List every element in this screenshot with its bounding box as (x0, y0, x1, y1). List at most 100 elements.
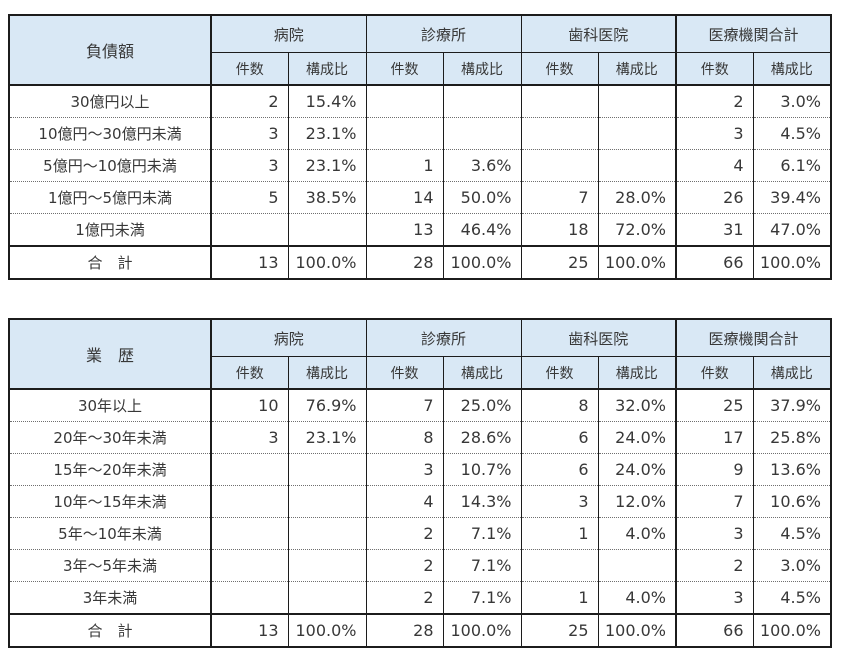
ratio-cell: 100.0% (287, 613, 367, 648)
ratio-cell: 100.0% (442, 245, 522, 280)
count-cell: 1 (520, 581, 599, 615)
group-header-row: 負債額 病院 診療所 歯科医院 医療機関合計 (8, 14, 832, 86)
ratio-cell: 25.8% (752, 421, 832, 454)
count-cell: 6 (520, 421, 599, 454)
count-cell (365, 84, 444, 118)
group-header-hospital: 病院 (210, 14, 367, 53)
count-cell: 4 (365, 485, 444, 518)
count-cell: 7 (675, 485, 754, 518)
count-cell: 28 (365, 613, 444, 648)
subheader-ratio: 構成比 (752, 356, 832, 390)
ratio-cell: 24.0% (597, 421, 677, 454)
count-cell (210, 581, 289, 615)
row-label: 3年～5年未満 (8, 549, 212, 582)
ratio-cell (597, 549, 677, 582)
ratio-cell (287, 485, 367, 518)
count-cell: 3 (675, 581, 754, 615)
count-cell (210, 549, 289, 582)
ratio-cell: 39.4% (752, 181, 832, 214)
ratio-cell: 14.3% (442, 485, 522, 518)
table-row: 20年～30年未満 3 23.1% 8 28.6% 6 24.0% 17 25.8% (8, 421, 832, 454)
count-cell (365, 117, 444, 150)
count-cell (210, 517, 289, 550)
row-label: 3年未満 (8, 581, 212, 615)
subheader-ratio: 構成比 (597, 356, 677, 390)
ratio-cell: 7.1% (442, 517, 522, 550)
debt-table-header: 負債額 病院 診療所 歯科医院 医療機関合計 件数 構成比 件数 構成比 件数 … (8, 14, 832, 86)
subheader-count: 件数 (365, 52, 444, 86)
count-cell: 3 (210, 117, 289, 150)
ratio-cell (442, 84, 522, 118)
ratio-cell: 32.0% (597, 388, 677, 422)
row-label: 30年以上 (8, 388, 212, 422)
ratio-cell: 76.9% (287, 388, 367, 422)
ratio-cell: 100.0% (752, 613, 832, 648)
count-cell: 2 (675, 84, 754, 118)
table-row: 1億円～5億円未満 5 38.5% 14 50.0% 7 28.0% 26 39.4% (8, 181, 832, 214)
ratio-cell (597, 84, 677, 118)
row-label: 5億円～10億円未満 (8, 149, 212, 182)
count-cell (520, 549, 599, 582)
ratio-cell: 10.6% (752, 485, 832, 518)
subheader-row: 件数 構成比 件数 構成比 件数 構成比 件数 構成比 (9, 356, 832, 390)
count-cell (520, 149, 599, 182)
ratio-cell: 72.0% (597, 213, 677, 247)
count-cell: 2 (210, 84, 289, 118)
ratio-cell: 12.0% (597, 485, 677, 518)
group-header-clinic: 診療所 (365, 318, 522, 357)
count-cell: 8 (365, 421, 444, 454)
group-header-row: 業 歴 病院 診療所 歯科医院 医療機関合計 (8, 318, 832, 390)
ratio-cell (287, 453, 367, 486)
ratio-cell: 15.4% (287, 84, 367, 118)
count-cell (520, 84, 599, 118)
count-cell: 3 (365, 453, 444, 486)
ratio-cell: 100.0% (442, 613, 522, 648)
count-cell: 10 (210, 388, 289, 422)
count-cell: 1 (520, 517, 599, 550)
count-cell: 1 (365, 149, 444, 182)
ratio-cell: 23.1% (287, 149, 367, 182)
ratio-cell: 37.9% (752, 388, 832, 422)
subheader-count: 件数 (520, 52, 599, 86)
count-cell: 31 (675, 213, 754, 247)
ratio-cell: 4.5% (752, 117, 832, 150)
subheader-row: 件数 構成比 件数 構成比 件数 構成比 件数 構成比 (9, 52, 832, 86)
history-table-body: 30年以上 10 76.9% 7 25.0% 8 32.0% 25 37.9% 20年～30年未満… (8, 388, 832, 648)
subheader-count: 件数 (210, 356, 289, 390)
ratio-cell: 100.0% (287, 245, 367, 280)
ratio-cell (287, 213, 367, 247)
ratio-cell: 23.1% (287, 117, 367, 150)
count-cell: 2 (675, 549, 754, 582)
dimension-title: 負債額 (8, 14, 212, 86)
count-cell: 28 (365, 245, 444, 280)
count-cell: 3 (210, 421, 289, 454)
dimension-title: 業 歴 (8, 318, 212, 390)
ratio-cell: 7.1% (442, 581, 522, 615)
ratio-cell (597, 117, 677, 150)
subheader-ratio: 構成比 (442, 52, 522, 86)
ratio-cell: 4.5% (752, 581, 832, 615)
ratio-cell: 24.0% (597, 453, 677, 486)
table-row: 30億円以上 2 15.4% 2 3.0% (8, 84, 832, 118)
count-cell: 2 (365, 549, 444, 582)
subheader-count: 件数 (365, 356, 444, 390)
table-row: 3年未満 2 7.1% 1 4.0% 3 4.5% (8, 581, 832, 615)
ratio-cell: 38.5% (287, 181, 367, 214)
table-row: 10億円～30億円未満 3 23.1% 3 4.5% (8, 117, 832, 150)
total-row: 合 計 13 100.0% 28 100.0% 25 100.0% 66 100.0% (8, 245, 832, 280)
total-row-label: 合 計 (8, 613, 212, 648)
count-cell: 18 (520, 213, 599, 247)
table-row: 30年以上 10 76.9% 7 25.0% 8 32.0% 25 37.9% (8, 388, 832, 422)
ratio-cell: 28.6% (442, 421, 522, 454)
subheader-ratio: 構成比 (442, 356, 522, 390)
ratio-cell: 6.1% (752, 149, 832, 182)
count-cell: 3 (675, 117, 754, 150)
group-header-dental: 歯科医院 (520, 14, 677, 53)
ratio-cell: 25.0% (442, 388, 522, 422)
row-label: 10億円～30億円未満 (8, 117, 212, 150)
debt-table-body: 30億円以上 2 15.4% 2 3.0% 10億円～30億円未満 3 23.1% 3 4.5% 5… (8, 84, 832, 280)
ratio-cell: 23.1% (287, 421, 367, 454)
group-header-clinic: 診療所 (365, 14, 522, 53)
subheader-count: 件数 (675, 356, 754, 390)
count-cell: 7 (365, 388, 444, 422)
